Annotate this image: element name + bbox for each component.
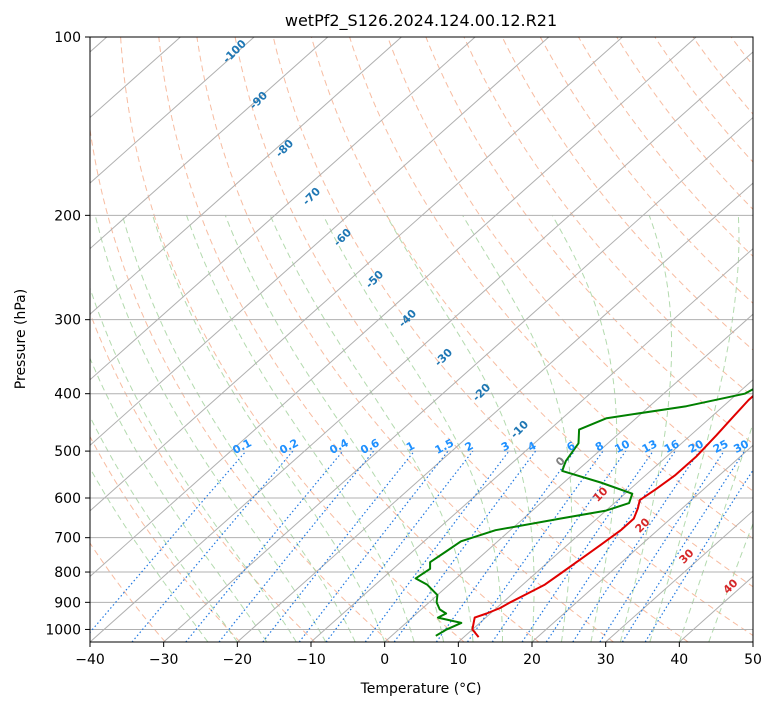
x-tick-label: −20: [223, 652, 253, 668]
isotherm-line: [90, 37, 697, 578]
mixing-ratio-line: [599, 450, 725, 642]
mixing-ratio-label: 10: [612, 437, 632, 456]
isotherm-line: [458, 379, 753, 642]
isotherm-line: [237, 182, 753, 642]
axis-ticks: −40 −30 −20 −10 0 10 20 30 40 50 100 200 300 400 500 60…: [45, 30, 762, 668]
y-tick-label: 1000: [45, 622, 81, 638]
moist-adiabat-line: [186, 215, 415, 642]
x-tick-label: −30: [149, 652, 179, 668]
moist-adiabat-line: [224, 215, 445, 642]
mixing-ratio-line: [435, 450, 575, 642]
dry-adiabat-line: [425, 37, 753, 445]
dry-adiabat-line: [310, 37, 753, 588]
temperature-profile-line: [471, 394, 753, 638]
dewpoint-profile-line: [414, 388, 753, 637]
moist-adiabat-line: [386, 215, 535, 642]
mixing-ratio-line: [467, 450, 604, 642]
isotherm-line: [310, 247, 753, 642]
y-tick-label: 100: [54, 30, 81, 46]
dry-adiabat-line: [158, 37, 540, 642]
dry-adiabat-line: [120, 37, 465, 642]
isotherm-line: [90, 37, 623, 512]
x-tick-label: 40: [670, 652, 688, 668]
x-tick-label: −10: [296, 652, 326, 668]
isotherm-line: [605, 510, 753, 642]
dry-adiabat-line: [90, 435, 241, 642]
moist-adiabat-line: [462, 215, 573, 642]
mixing-ratio-label: 36: [752, 437, 772, 456]
mixing-ratio-line: [185, 450, 344, 642]
mixing-ratio-line: [644, 469, 753, 642]
moist-adiabat-line: [90, 415, 238, 642]
moist-adiabat-line: [94, 215, 327, 642]
isotherm-line: [90, 37, 329, 250]
y-tick-label: 500: [54, 444, 81, 460]
isotherm-line: [90, 37, 255, 184]
mixing-ratio-line: [621, 450, 746, 642]
moist-adiabat-line: [619, 215, 673, 642]
moist-adiabat-line: [122, 215, 356, 642]
x-tick-label: 50: [744, 652, 762, 668]
y-tick-label: 600: [54, 491, 81, 507]
dry-adiabat-line: [196, 37, 614, 642]
y-tick-label: 800: [54, 565, 81, 581]
x-tick-label: 10: [449, 652, 467, 668]
y-tick-label: 300: [54, 313, 81, 329]
x-tick-label: 30: [597, 652, 615, 668]
y-axis-title: Pressure (hPa): [13, 289, 29, 389]
mixing-ratio-line: [218, 450, 375, 642]
dry-adiabat-line: [272, 37, 753, 637]
isotherm-line: [384, 313, 753, 642]
y-tick-label: 200: [54, 208, 81, 224]
moist-adiabat-line: [678, 422, 753, 642]
moist-adiabat-line: [322, 215, 503, 642]
mixing-ratio-label: 13: [640, 437, 660, 456]
chart-title: wetPf2_S126.2024.124.00.12.R21: [285, 11, 557, 31]
dry-adiabat-line: [349, 37, 753, 540]
mixing-ratio-line: [262, 450, 415, 642]
isotherm-line: [531, 444, 753, 642]
isotherm-line: [90, 37, 402, 315]
moist-adiabat-line: [152, 215, 386, 642]
y-tick-label: 400: [54, 387, 81, 403]
x-tick-label: −40: [75, 652, 105, 668]
dry-adiabat-line: [578, 37, 753, 257]
dry-adiabat-line: [463, 37, 753, 398]
y-tick-label: 700: [54, 531, 81, 547]
plot-frame: [89, 36, 754, 643]
dry-adiabat-line: [769, 37, 775, 642]
moist-adiabat-line: [90, 286, 297, 642]
mixing-ratio-label: 25: [711, 437, 731, 456]
mixing-ratio-line: [298, 450, 449, 642]
x-tick-label: 20: [523, 652, 541, 668]
y-tick-label: 900: [54, 595, 81, 611]
dry-adiabat-line: [654, 37, 753, 163]
x-tick-label: 0: [380, 652, 389, 668]
background-lines: [90, 37, 775, 642]
moist-adiabat-line: [90, 467, 209, 642]
plot-background: [90, 37, 753, 642]
mixing-ratio-label: 16: [662, 437, 682, 456]
isotherm-line: [163, 116, 753, 642]
mixing-ratio-line: [521, 450, 654, 642]
profile-lines: [414, 388, 753, 638]
isotherm-line: [90, 37, 550, 446]
isotherm-line: [752, 641, 753, 642]
dry-adiabat-line: [234, 37, 689, 642]
mixing-ratio-line: [131, 450, 294, 642]
dry-adiabat-line: [90, 126, 390, 642]
dry-adiabat-line: [90, 311, 316, 642]
isotherm-line: [90, 37, 476, 381]
dry-adiabat-line: [501, 37, 753, 351]
mixing-ratio-label: 20: [686, 437, 706, 456]
isotherm-line: [90, 51, 753, 642]
mixing-ratio-label: 30: [731, 437, 751, 456]
mixing-ratio-line: [325, 450, 474, 642]
x-axis-title: Temperature (°C): [360, 681, 482, 697]
moist-adiabat-line: [90, 356, 268, 642]
